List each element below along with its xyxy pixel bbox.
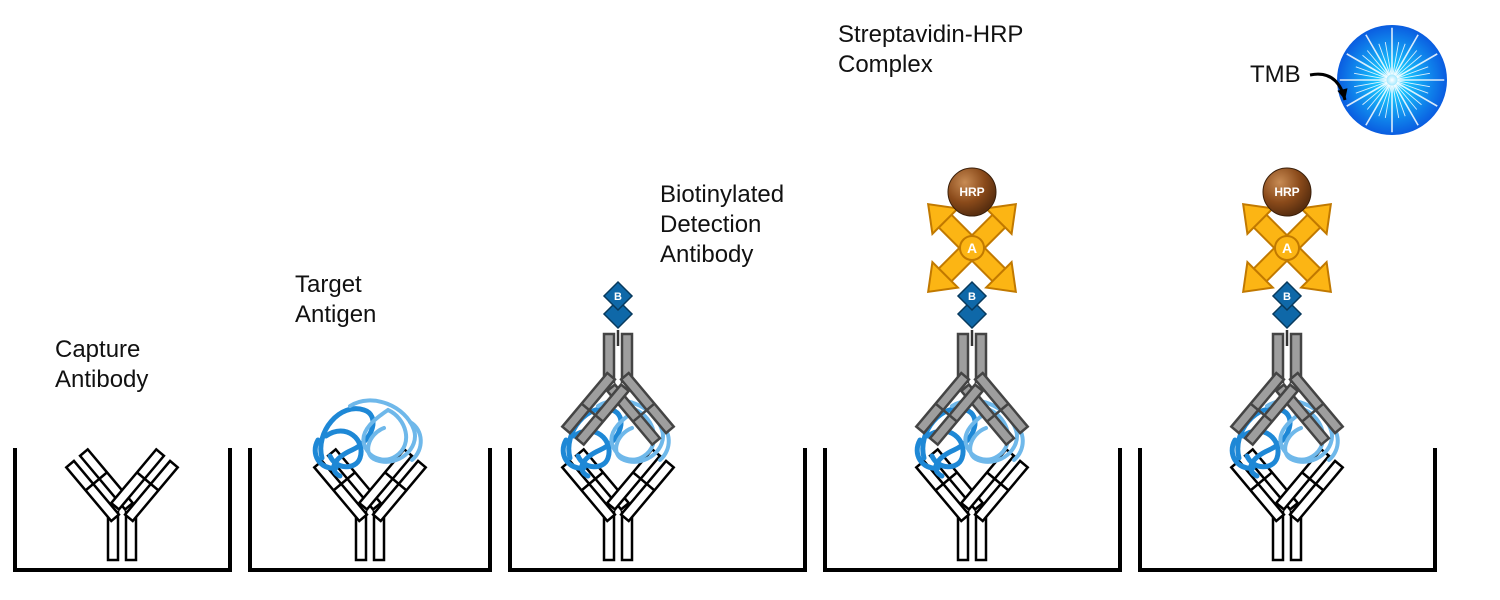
hrp-icon: HRP [1263, 168, 1311, 216]
well [510, 450, 805, 570]
svg-text:B: B [614, 291, 622, 303]
elisa-diagram: B B A HRP B A HRP Capture Antibody Target Antige… [0, 0, 1500, 600]
svg-text:B: B [1283, 291, 1291, 303]
svg-text:HRP: HRP [1274, 185, 1299, 199]
well [825, 450, 1120, 570]
tmb-signal-icon [1337, 25, 1447, 135]
panel-5: B A HRP [1230, 25, 1447, 560]
panel-label: Biotinylated Detection Antibody [660, 180, 784, 270]
panel-2 [314, 400, 425, 560]
capture-antibody [66, 449, 177, 560]
svg-text:B: B [968, 291, 976, 303]
panel-label: TMB [1250, 60, 1301, 90]
well [1140, 450, 1435, 570]
well [250, 450, 490, 570]
panel-label: Streptavidin-HRP Complex [838, 20, 1023, 80]
panel-4: B A HRP [915, 168, 1028, 560]
diagram-svg: B B A HRP B A HRP [0, 0, 1500, 600]
svg-text:A: A [1282, 240, 1292, 256]
svg-text:A: A [967, 240, 977, 256]
panel-1 [66, 449, 177, 560]
panel-label: Capture Antibody [55, 335, 148, 395]
panel-label: Target Antigen [295, 270, 376, 330]
panel-3: B [562, 282, 673, 560]
well [15, 450, 230, 570]
svg-text:HRP: HRP [959, 185, 984, 199]
hrp-icon: HRP [948, 168, 996, 216]
